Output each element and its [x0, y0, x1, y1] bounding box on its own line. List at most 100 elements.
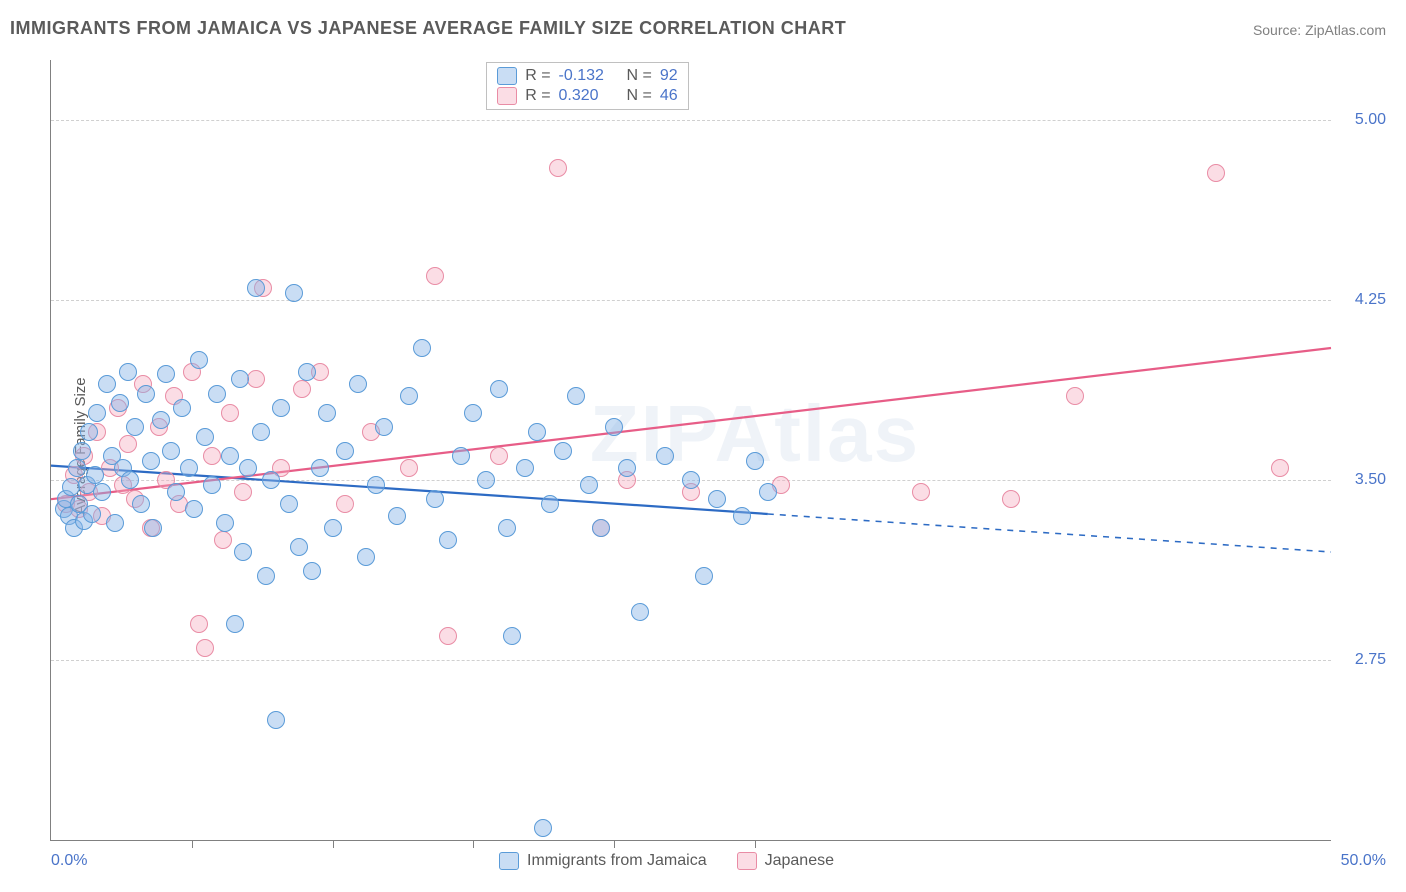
scatter-point-jamaica: [142, 452, 160, 470]
legend-n-value: 46: [660, 87, 678, 105]
legend-n-label: N =: [627, 87, 652, 105]
scatter-point-jamaica: [375, 418, 393, 436]
legend-series-item: Japanese: [737, 852, 834, 870]
legend-r-label: R =: [525, 87, 550, 105]
scatter-point-jamaica: [216, 514, 234, 532]
scatter-point-jamaica: [503, 627, 521, 645]
scatter-point-jamaica: [167, 483, 185, 501]
scatter-point-jamaica: [367, 476, 385, 494]
scatter-point-jamaica: [534, 819, 552, 837]
scatter-point-jamaica: [68, 459, 86, 477]
scatter-point-jamaica: [759, 483, 777, 501]
legend-stats-row: R =-0.132N =92: [497, 67, 677, 85]
scatter-plot-area: ZIPAtlas 2.753.504.255.000.0%50.0%R =-0.…: [50, 60, 1331, 841]
scatter-point-jamaica: [239, 459, 257, 477]
scatter-point-jamaica: [88, 404, 106, 422]
x-axis-max-label: 50.0%: [1341, 852, 1386, 870]
scatter-point-jamaica: [464, 404, 482, 422]
scatter-point-jamaica: [252, 423, 270, 441]
scatter-point-japanese: [1271, 459, 1289, 477]
scatter-point-jamaica: [106, 514, 124, 532]
scatter-point-jamaica: [708, 490, 726, 508]
scatter-point-jamaica: [490, 380, 508, 398]
legend-stats: R = -0.132 N = 92 R = 0.320 N = 46: [486, 62, 688, 110]
scatter-point-jamaica: [280, 495, 298, 513]
scatter-point-jamaica: [234, 543, 252, 561]
scatter-point-jamaica: [682, 471, 700, 489]
scatter-point-japanese: [439, 627, 457, 645]
scatter-point-jamaica: [516, 459, 534, 477]
scatter-point-jamaica: [324, 519, 342, 537]
scatter-point-jamaica: [262, 471, 280, 489]
scatter-point-jamaica: [498, 519, 516, 537]
scatter-point-japanese: [336, 495, 354, 513]
x-tick-mark: [473, 840, 474, 848]
scatter-point-japanese: [234, 483, 252, 501]
legend-swatch: [499, 852, 519, 870]
scatter-point-jamaica: [336, 442, 354, 460]
y-tick-label: 4.25: [1355, 291, 1386, 309]
scatter-point-japanese: [247, 370, 265, 388]
scatter-point-jamaica: [119, 363, 137, 381]
scatter-point-jamaica: [152, 411, 170, 429]
y-tick-label: 5.00: [1355, 111, 1386, 129]
scatter-point-jamaica: [137, 385, 155, 403]
scatter-point-japanese: [119, 435, 137, 453]
scatter-point-jamaica: [190, 351, 208, 369]
scatter-point-jamaica: [272, 399, 290, 417]
scatter-point-jamaica: [226, 615, 244, 633]
scatter-point-jamaica: [541, 495, 559, 513]
scatter-point-jamaica: [695, 567, 713, 585]
scatter-point-jamaica: [231, 370, 249, 388]
scatter-point-japanese: [1066, 387, 1084, 405]
scatter-point-jamaica: [631, 603, 649, 621]
scatter-point-jamaica: [80, 423, 98, 441]
scatter-point-jamaica: [203, 476, 221, 494]
legend-n-value: 92: [660, 67, 678, 85]
scatter-point-jamaica: [157, 365, 175, 383]
scatter-point-jamaica: [93, 483, 111, 501]
scatter-point-jamaica: [83, 505, 101, 523]
y-tick-label: 3.50: [1355, 471, 1386, 489]
x-tick-mark: [192, 840, 193, 848]
scatter-point-japanese: [1207, 164, 1225, 182]
scatter-point-jamaica: [208, 385, 226, 403]
trendlines-layer: [51, 60, 1331, 840]
scatter-point-jamaica: [746, 452, 764, 470]
scatter-point-jamaica: [180, 459, 198, 477]
scatter-point-jamaica: [73, 442, 91, 460]
scatter-point-japanese: [196, 639, 214, 657]
scatter-point-jamaica: [477, 471, 495, 489]
legend-r-value: -0.132: [559, 67, 619, 85]
scatter-point-japanese: [490, 447, 508, 465]
scatter-point-jamaica: [567, 387, 585, 405]
legend-series-item: Immigrants from Jamaica: [499, 852, 707, 870]
x-tick-mark: [614, 840, 615, 848]
scatter-point-jamaica: [267, 711, 285, 729]
legend-stats-row: R = 0.320 N = 46: [497, 87, 677, 105]
scatter-point-japanese: [190, 615, 208, 633]
scatter-point-jamaica: [318, 404, 336, 422]
legend-swatch: [737, 852, 757, 870]
scatter-point-jamaica: [605, 418, 623, 436]
scatter-point-jamaica: [592, 519, 610, 537]
scatter-point-jamaica: [298, 363, 316, 381]
scatter-point-jamaica: [303, 562, 321, 580]
scatter-point-jamaica: [311, 459, 329, 477]
scatter-point-jamaica: [121, 471, 139, 489]
scatter-point-jamaica: [196, 428, 214, 446]
legend-r-value: 0.320: [559, 87, 619, 105]
scatter-point-jamaica: [400, 387, 418, 405]
scatter-point-japanese: [1002, 490, 1020, 508]
scatter-point-jamaica: [162, 442, 180, 460]
scatter-point-jamaica: [290, 538, 308, 556]
source-attribution: Source: ZipAtlas.com: [1253, 22, 1386, 38]
legend-r-label: R =: [525, 67, 550, 85]
scatter-point-jamaica: [580, 476, 598, 494]
y-tick-label: 2.75: [1355, 651, 1386, 669]
scatter-point-japanese: [912, 483, 930, 501]
legend-swatch: [497, 87, 517, 105]
scatter-point-japanese: [549, 159, 567, 177]
scatter-point-jamaica: [132, 495, 150, 513]
scatter-point-jamaica: [98, 375, 116, 393]
